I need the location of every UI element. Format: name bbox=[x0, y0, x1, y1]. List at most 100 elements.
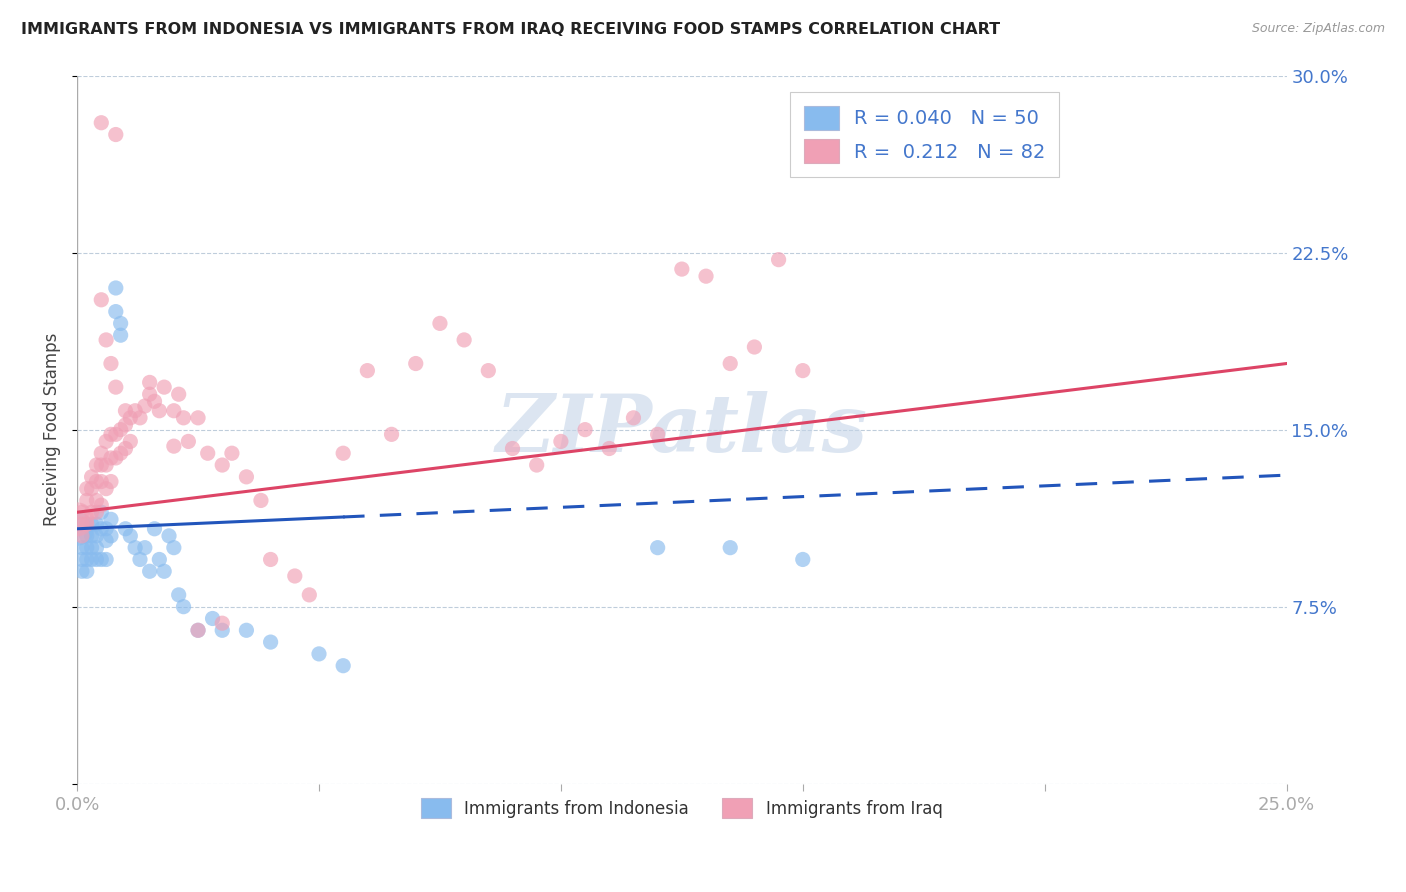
Point bbox=[129, 552, 152, 566]
Point bbox=[86, 517, 108, 532]
Point bbox=[90, 522, 112, 536]
Point bbox=[167, 588, 190, 602]
Point bbox=[104, 380, 127, 394]
Point bbox=[80, 505, 103, 519]
Point bbox=[80, 482, 103, 496]
Point bbox=[163, 439, 186, 453]
Point bbox=[70, 517, 93, 532]
Point bbox=[177, 434, 200, 449]
Point bbox=[148, 552, 170, 566]
Point bbox=[718, 541, 741, 555]
Point bbox=[768, 252, 790, 267]
Text: IMMIGRANTS FROM INDONESIA VS IMMIGRANTS FROM IRAQ RECEIVING FOOD STAMPS CORRELAT: IMMIGRANTS FROM INDONESIA VS IMMIGRANTS … bbox=[21, 22, 1000, 37]
Point bbox=[167, 387, 190, 401]
Point bbox=[120, 434, 142, 449]
Point bbox=[598, 442, 620, 456]
Point bbox=[86, 541, 108, 555]
Point bbox=[502, 442, 524, 456]
Point bbox=[187, 624, 209, 638]
Point bbox=[477, 363, 499, 377]
Point bbox=[298, 588, 321, 602]
Point bbox=[211, 624, 233, 638]
Point bbox=[90, 446, 112, 460]
Point bbox=[76, 482, 98, 496]
Point bbox=[90, 293, 112, 307]
Point bbox=[250, 493, 273, 508]
Point bbox=[76, 541, 98, 555]
Point bbox=[623, 410, 645, 425]
Point bbox=[647, 427, 669, 442]
Point bbox=[76, 529, 98, 543]
Point bbox=[70, 505, 93, 519]
Point bbox=[173, 410, 195, 425]
Point bbox=[104, 304, 127, 318]
Point bbox=[90, 458, 112, 472]
Point bbox=[792, 363, 814, 377]
Point bbox=[695, 269, 717, 284]
Point bbox=[129, 410, 152, 425]
Point bbox=[90, 552, 112, 566]
Point bbox=[211, 616, 233, 631]
Point bbox=[80, 552, 103, 566]
Point bbox=[211, 458, 233, 472]
Point bbox=[332, 658, 354, 673]
Point bbox=[94, 552, 117, 566]
Point bbox=[187, 410, 209, 425]
Point bbox=[110, 446, 132, 460]
Point bbox=[163, 403, 186, 417]
Point bbox=[80, 529, 103, 543]
Point bbox=[124, 403, 146, 417]
Point bbox=[405, 357, 427, 371]
Point bbox=[90, 475, 112, 489]
Point bbox=[90, 498, 112, 512]
Point bbox=[134, 541, 156, 555]
Point bbox=[197, 446, 219, 460]
Point bbox=[94, 533, 117, 548]
Point bbox=[66, 512, 89, 526]
Text: Source: ZipAtlas.com: Source: ZipAtlas.com bbox=[1251, 22, 1385, 36]
Point bbox=[148, 403, 170, 417]
Point bbox=[718, 357, 741, 371]
Point bbox=[90, 505, 112, 519]
Point bbox=[124, 541, 146, 555]
Point bbox=[104, 450, 127, 465]
Point bbox=[80, 541, 103, 555]
Point bbox=[356, 363, 378, 377]
Point bbox=[187, 624, 209, 638]
Point bbox=[94, 458, 117, 472]
Point bbox=[526, 458, 548, 472]
Point bbox=[134, 399, 156, 413]
Point bbox=[76, 552, 98, 566]
Point bbox=[76, 517, 98, 532]
Point bbox=[94, 434, 117, 449]
Text: ZIPatlas: ZIPatlas bbox=[496, 391, 868, 468]
Point bbox=[143, 394, 166, 409]
Point bbox=[70, 552, 93, 566]
Point bbox=[100, 450, 122, 465]
Y-axis label: Receiving Food Stamps: Receiving Food Stamps bbox=[44, 333, 60, 526]
Point bbox=[86, 475, 108, 489]
Point bbox=[173, 599, 195, 614]
Point bbox=[284, 569, 307, 583]
Point bbox=[86, 458, 108, 472]
Point bbox=[380, 427, 402, 442]
Point bbox=[90, 116, 112, 130]
Point bbox=[100, 427, 122, 442]
Point bbox=[86, 552, 108, 566]
Point bbox=[80, 470, 103, 484]
Point bbox=[138, 387, 160, 401]
Point bbox=[70, 529, 93, 543]
Point bbox=[80, 517, 103, 532]
Point bbox=[100, 357, 122, 371]
Point bbox=[332, 446, 354, 460]
Point bbox=[76, 564, 98, 578]
Point bbox=[143, 522, 166, 536]
Point bbox=[100, 529, 122, 543]
Point bbox=[110, 317, 132, 331]
Point bbox=[671, 262, 693, 277]
Point bbox=[221, 446, 243, 460]
Point bbox=[138, 564, 160, 578]
Point bbox=[104, 427, 127, 442]
Point bbox=[308, 647, 330, 661]
Point bbox=[66, 522, 89, 536]
